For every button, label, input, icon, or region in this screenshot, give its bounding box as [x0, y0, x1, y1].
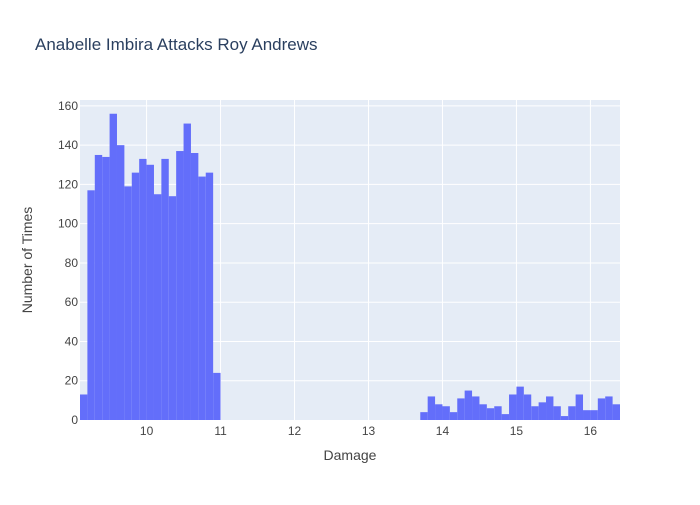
histogram-bar[interactable]	[139, 158, 147, 421]
histogram-bar[interactable]	[213, 372, 221, 420]
histogram-bar[interactable]	[80, 394, 88, 420]
histogram-bar[interactable]	[198, 176, 206, 420]
histogram-bar[interactable]	[168, 196, 177, 420]
histogram-bar[interactable]	[546, 396, 554, 420]
histogram-bar[interactable]	[486, 408, 495, 420]
histogram-bar[interactable]	[449, 412, 458, 420]
y-tick-label: 20	[65, 374, 79, 388]
histogram-bar[interactable]	[464, 390, 473, 420]
histogram-bar[interactable]	[94, 154, 103, 420]
y-tick-label: 40	[65, 334, 79, 348]
histogram-bar[interactable]	[176, 151, 184, 420]
y-tick-label: 100	[58, 217, 78, 231]
x-tick-label: 12	[288, 424, 302, 438]
histogram-bar[interactable]	[131, 172, 140, 420]
histogram-bar[interactable]	[568, 406, 576, 420]
histogram-bar[interactable]	[124, 186, 132, 420]
x-axis-ticks: 10 11 12 13 14 15 16	[140, 424, 598, 438]
histogram-bar[interactable]	[472, 396, 480, 420]
x-tick-label: 13	[362, 424, 376, 438]
histogram-bar[interactable]	[575, 394, 584, 420]
histogram-bar[interactable]	[190, 153, 199, 420]
histogram-bar[interactable]	[531, 406, 539, 420]
histogram-bar[interactable]	[183, 123, 191, 420]
histogram-bar[interactable]	[102, 156, 110, 421]
histogram-bar[interactable]	[146, 164, 154, 420]
y-axis-ticks: 0 20 40 60 80 100 120 140 160	[58, 99, 78, 427]
histogram-bar[interactable]	[560, 416, 569, 420]
histogram-bar[interactable]	[442, 406, 450, 420]
x-tick-label: 11	[214, 424, 227, 438]
chart-title: Anabelle Imbira Attacks Roy Andrews	[35, 35, 318, 54]
histogram-bar[interactable]	[109, 113, 117, 420]
y-tick-label: 120	[58, 177, 78, 191]
x-tick-label: 10	[140, 424, 154, 438]
bars	[80, 113, 620, 421]
histogram-bar[interactable]	[420, 412, 428, 420]
histogram-bar[interactable]	[523, 394, 532, 420]
y-tick-label: 60	[65, 295, 79, 309]
histogram-bar[interactable]	[612, 404, 620, 420]
histogram-bar[interactable]	[116, 145, 125, 420]
histogram-bar[interactable]	[205, 172, 214, 420]
histogram-bar[interactable]	[501, 414, 510, 420]
histogram-bar[interactable]	[427, 396, 436, 420]
x-tick-label: 14	[436, 424, 450, 438]
histogram-bar[interactable]	[153, 194, 162, 420]
histogram-bar[interactable]	[479, 404, 487, 420]
histogram-bar[interactable]	[435, 404, 443, 420]
y-tick-label: 160	[58, 99, 78, 113]
histogram-bar[interactable]	[161, 158, 169, 421]
y-tick-label: 140	[58, 138, 78, 152]
x-tick-label: 15	[510, 424, 524, 438]
histogram-bar[interactable]	[87, 190, 95, 420]
y-tick-label: 80	[65, 256, 79, 270]
histogram-bar[interactable]	[457, 398, 465, 420]
x-tick-label: 16	[584, 424, 598, 438]
histogram-bar[interactable]	[494, 406, 502, 420]
histogram-bar[interactable]	[516, 386, 524, 420]
histogram-bar[interactable]	[583, 410, 591, 420]
histogram-bar[interactable]	[553, 406, 561, 420]
histogram-bar[interactable]	[605, 396, 613, 420]
x-axis-label: Damage	[324, 447, 377, 463]
histogram-bar[interactable]	[597, 398, 606, 420]
histogram-bar[interactable]	[509, 394, 517, 420]
y-tick-label: 0	[71, 413, 78, 427]
histogram-bar[interactable]	[538, 402, 547, 420]
histogram-bar[interactable]	[590, 410, 598, 420]
y-axis-label: Number of Times	[19, 207, 35, 314]
